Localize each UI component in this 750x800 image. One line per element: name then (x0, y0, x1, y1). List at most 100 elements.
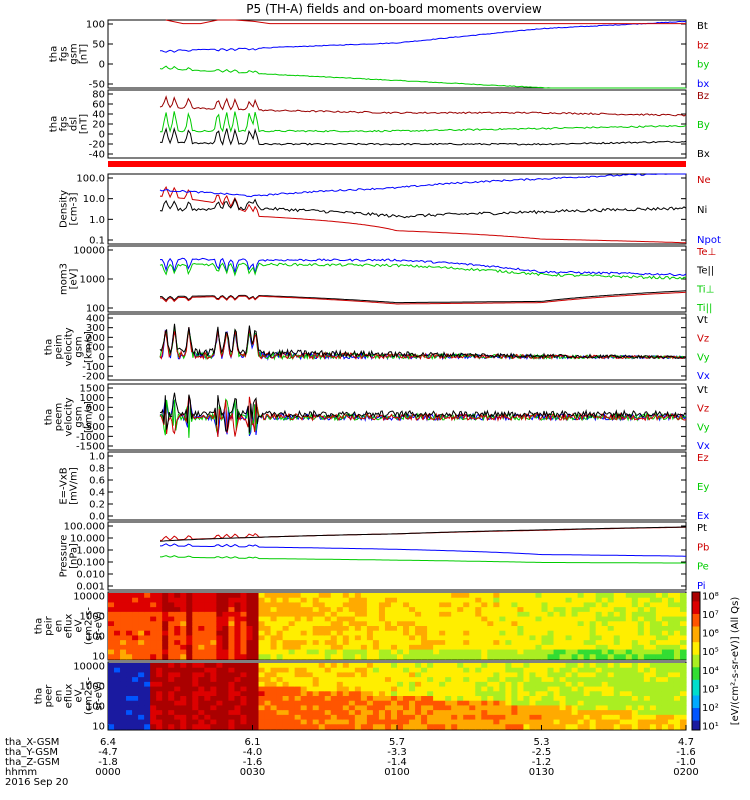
spectrogram-cell (661, 677, 669, 683)
spectrogram-cell (679, 710, 687, 716)
spectrogram-cell (342, 597, 350, 604)
spectrogram-cell (336, 700, 344, 707)
spectrogram-cell (517, 714, 525, 721)
spectrogram-cell (252, 630, 260, 637)
spectrogram-cell (198, 654, 205, 660)
spectrogram-cell (312, 719, 320, 725)
spectrogram-cell (258, 705, 266, 711)
spectrogram-cell (108, 602, 115, 608)
y-tick-label: 0.010 (76, 570, 105, 581)
spectrogram-cell (451, 696, 458, 702)
spectrogram-cell (186, 719, 193, 725)
y-tick-label: 1500 (80, 384, 105, 395)
spectrogram-cell (583, 654, 591, 660)
spectrogram-cell (541, 672, 549, 678)
spectrogram-cell (481, 714, 488, 721)
spectrogram-cell (523, 681, 531, 688)
spectrogram-cell (613, 649, 621, 655)
spectrogram-cell (499, 667, 506, 674)
spectrogram-cell (216, 681, 223, 688)
spectrogram-cell (132, 672, 139, 678)
spectrogram-cell (114, 635, 121, 641)
spectrogram-cell (354, 686, 362, 692)
spectrogram-cell (216, 611, 223, 618)
spectrogram-cell (330, 616, 338, 622)
spectrogram-cell (511, 635, 519, 641)
spectrogram-cell (186, 681, 193, 688)
spectrogram-cell (384, 630, 392, 637)
spectrogram-cell (132, 644, 139, 651)
spectrogram-cell (469, 654, 476, 660)
spectrogram-cell (312, 667, 320, 674)
spectrogram-cell (342, 672, 350, 678)
spectrogram-cell (655, 593, 663, 599)
spectrogram-cell (673, 705, 681, 711)
spectrogram-cell (354, 616, 362, 622)
spectrogram-cell (330, 630, 338, 637)
spectrogram-cell (162, 696, 169, 702)
spectrogram-cell (607, 691, 615, 697)
spectrogram-cell (222, 677, 230, 683)
spectrogram-cell (294, 654, 302, 660)
spectrogram-cell (222, 626, 230, 632)
spectrogram-cell (655, 724, 663, 730)
spectrogram-cell (294, 686, 302, 692)
y-axis-label-line: tha (44, 409, 55, 425)
spectrogram-cell (559, 686, 567, 692)
spectrogram-cell (451, 663, 458, 669)
spectrogram-cell (511, 710, 519, 716)
spectrogram-cell (499, 626, 506, 632)
spectrogram-cell (372, 593, 380, 599)
spectrogram-cell (637, 686, 645, 692)
spectrogram-cell (150, 672, 157, 678)
spectrogram-cell (384, 649, 392, 655)
spectrogram-cell (204, 626, 211, 632)
spectrogram-cell (547, 700, 555, 707)
spectrogram-cell (397, 663, 404, 669)
spectrogram-cell (679, 621, 687, 627)
x-row-label: tha_Z-GSM (5, 757, 60, 768)
spectrogram-cell (397, 691, 404, 697)
spectrogram-cell (601, 663, 609, 669)
spectrogram-cell (421, 635, 428, 641)
spectrogram-cell (282, 705, 290, 711)
spectrogram-cell (282, 611, 290, 618)
spectrogram-cell (655, 686, 663, 692)
spectrogram-cell (300, 616, 308, 622)
spectrogram-cell (126, 593, 133, 599)
spectrogram-cell (306, 644, 314, 651)
spectrogram-cell (210, 602, 217, 608)
spectrogram-cell (397, 700, 404, 707)
spectrogram-cell (595, 686, 603, 692)
spectrogram-cell (433, 593, 440, 599)
spectrogram-cell (264, 691, 272, 697)
spectrogram-cell (643, 710, 651, 716)
spectrogram-cell (228, 710, 236, 716)
spectrogram-cell (661, 621, 669, 627)
spectrogram-cell (204, 640, 211, 646)
spectrogram-cell (108, 635, 115, 641)
spectrogram-cell (505, 602, 512, 608)
y-tick-label: 0.0 (89, 512, 105, 523)
spectrogram-cell (354, 635, 362, 641)
legend-entry: Pb (697, 542, 709, 553)
colorbar-swatch (692, 673, 700, 678)
spectrogram-cell (180, 681, 187, 688)
spectrogram-cell (643, 672, 651, 678)
spectrogram-cell (138, 667, 145, 674)
spectrogram-cell (378, 672, 386, 678)
spectrogram-cell (559, 667, 567, 674)
spectrogram-cell (523, 635, 531, 641)
spectrogram-cell (360, 681, 368, 688)
spectrogram-cell (499, 593, 506, 599)
spectrogram-cell (306, 667, 314, 674)
spectrogram-cell (553, 677, 561, 683)
spectrogram-cell (619, 696, 627, 702)
colorbar-swatch (692, 723, 700, 728)
spectrogram-cell (210, 630, 217, 637)
spectrogram-cell (601, 672, 609, 678)
spectrogram-cell (390, 672, 398, 678)
spectrogram-cell (409, 719, 416, 725)
spectrogram-cell (547, 710, 555, 716)
series-line (159, 526, 686, 542)
